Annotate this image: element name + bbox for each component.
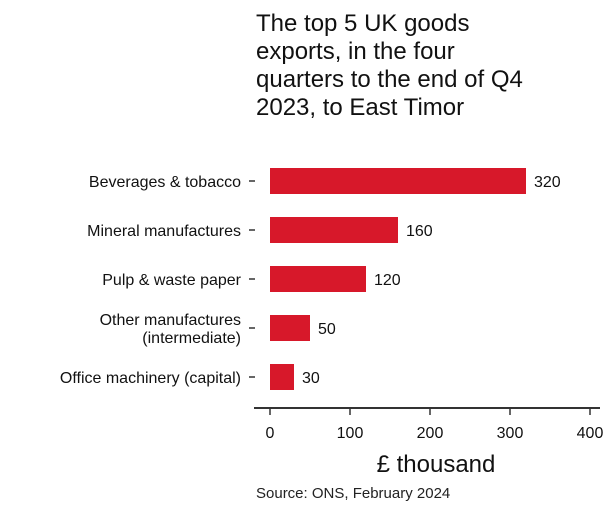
chart-title-line: The top 5 UK goods <box>256 10 470 37</box>
bar-chart: Beverages & tobacco Mineral manufactures P… <box>60 168 604 478</box>
value-label: 320 <box>534 174 561 191</box>
category-label: Office machinery (capital) <box>60 370 241 387</box>
bars-group <box>270 168 526 390</box>
bar <box>270 364 294 390</box>
bar <box>270 217 398 243</box>
x-tick-label: 100 <box>337 425 364 442</box>
x-tick-label: 400 <box>577 425 604 442</box>
bar <box>270 266 366 292</box>
category-label: Pulp & waste paper <box>102 272 241 289</box>
bar <box>270 315 310 341</box>
value-label: 30 <box>302 370 320 387</box>
chart-title-line: exports, in the four <box>256 38 455 65</box>
category-label: Beverages & tobacco <box>89 174 241 191</box>
source-note: Source: ONS, February 2024 <box>256 485 451 502</box>
value-label: 160 <box>406 223 433 240</box>
value-label: 120 <box>374 272 401 289</box>
value-label: 50 <box>318 321 336 338</box>
x-axis-label: £ thousand <box>377 451 496 478</box>
chart-title-line: quarters to the end of Q4 <box>256 66 523 93</box>
value-labels-group: 320 160 120 50 30 <box>302 174 561 387</box>
chart-title: The top 5 UK goods exports, in the four … <box>256 10 606 122</box>
chart-title-line: 2023, to East Timor <box>256 94 465 121</box>
x-tick-label: 200 <box>417 425 444 442</box>
category-label: Mineral manufactures <box>87 223 241 240</box>
x-tick-label: 0 <box>266 425 275 442</box>
bar <box>270 168 526 194</box>
x-tick-label: 300 <box>497 425 524 442</box>
category-labels-group: Beverages & tobacco Mineral manufactures P… <box>60 174 255 387</box>
x-axis: 0 100 200 300 400 <box>254 407 604 442</box>
category-label: Other manufactures (intermediate) <box>100 312 241 347</box>
